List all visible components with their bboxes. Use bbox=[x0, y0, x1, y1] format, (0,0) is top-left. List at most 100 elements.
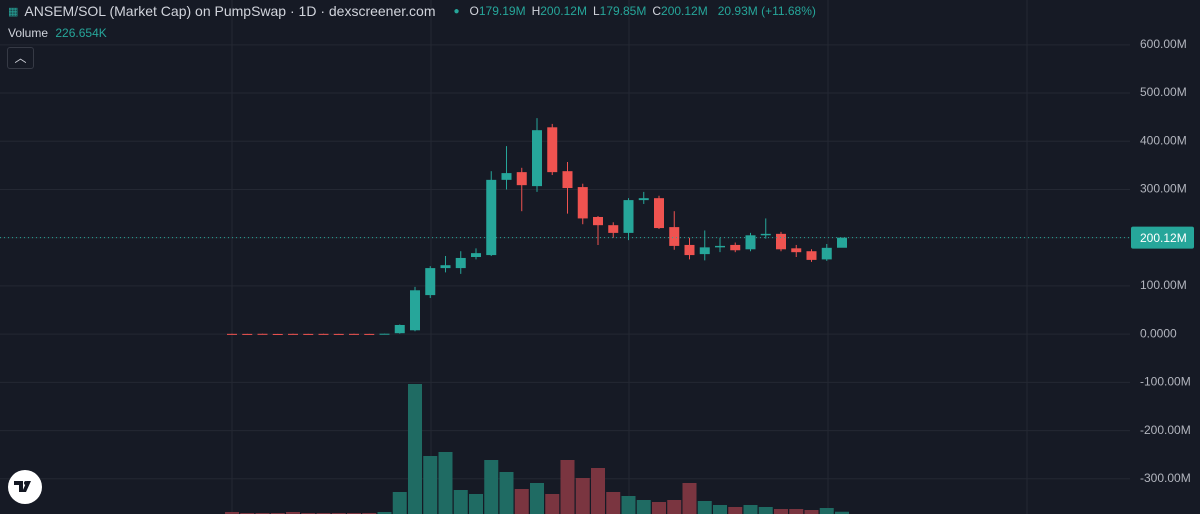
ohlc-key: O bbox=[469, 4, 479, 18]
volume-bar bbox=[392, 492, 407, 514]
volume-bar bbox=[652, 502, 666, 514]
candle-body bbox=[776, 233, 786, 250]
y-tick-label: 700.00M bbox=[1140, 0, 1187, 3]
volume-bar bbox=[606, 492, 621, 514]
volume-bar bbox=[713, 505, 727, 514]
volume-legend: Volume 226.654K bbox=[8, 26, 107, 40]
volume-bar bbox=[484, 460, 499, 514]
ohlc-value: 179.85M bbox=[599, 4, 647, 18]
candle-body bbox=[806, 251, 817, 260]
candle-body bbox=[730, 244, 741, 251]
candle-body bbox=[837, 237, 847, 248]
volume-bar bbox=[835, 511, 849, 514]
candle-body bbox=[791, 248, 802, 253]
candle-body bbox=[440, 265, 451, 269]
candle-body bbox=[669, 227, 680, 246]
volume-bar bbox=[530, 483, 544, 514]
candle-body bbox=[288, 333, 298, 335]
header: ▦ ANSEM/SOL (Market Cap) on PumpSwap · 1… bbox=[8, 3, 820, 19]
y-tick-label: -200.00M bbox=[1140, 423, 1191, 437]
candle-body bbox=[425, 268, 436, 296]
candle-body bbox=[532, 130, 542, 187]
candle-body bbox=[486, 179, 497, 256]
candle-body bbox=[303, 333, 314, 335]
candle-body bbox=[227, 333, 237, 335]
volume-value: 226.654K bbox=[55, 26, 107, 40]
candle-body bbox=[699, 247, 710, 255]
volume-bar bbox=[225, 512, 239, 514]
candle-body bbox=[745, 235, 756, 250]
candle-body bbox=[638, 198, 649, 201]
candle-body bbox=[593, 216, 603, 226]
candle-body bbox=[654, 198, 664, 229]
volume-bar bbox=[499, 472, 514, 514]
y-tick-label: -300.00M bbox=[1140, 471, 1191, 485]
grid bbox=[0, 44, 1130, 480]
candle-body bbox=[684, 244, 695, 256]
title: ANSEM/SOL (Market Cap) on PumpSwap · 1D … bbox=[24, 3, 436, 19]
candle-body bbox=[410, 290, 420, 331]
ohlc: O179.19M H200.12M L179.85M C200.12M bbox=[470, 4, 714, 18]
volume-bar bbox=[743, 505, 758, 514]
volume-bar bbox=[514, 489, 529, 514]
candle-body bbox=[318, 333, 329, 335]
candle-body bbox=[547, 127, 558, 173]
candle-body bbox=[608, 225, 619, 233]
volume-bar bbox=[377, 512, 392, 514]
volume-bar bbox=[469, 494, 483, 514]
ohlc-key: C bbox=[652, 4, 662, 18]
y-tick-label: 100.00M bbox=[1140, 278, 1187, 292]
candle-body bbox=[394, 324, 405, 334]
y-tick-label: 400.00M bbox=[1140, 133, 1187, 147]
candle-body bbox=[242, 333, 253, 335]
tv-logo bbox=[8, 470, 42, 504]
volume-bar bbox=[697, 501, 712, 514]
volume-bar bbox=[728, 507, 743, 514]
price-label: 200.12M bbox=[1140, 231, 1187, 245]
y-tick-label: 0.0000 bbox=[1140, 326, 1177, 340]
volume-bar bbox=[545, 494, 560, 514]
volume-bar bbox=[789, 509, 804, 514]
y-tick-label: -100.00M bbox=[1140, 375, 1191, 389]
candle-body bbox=[364, 333, 375, 335]
candle-body bbox=[379, 333, 390, 335]
volume-bar bbox=[560, 460, 575, 514]
volume-bar bbox=[438, 452, 453, 514]
candle-body bbox=[760, 233, 771, 236]
candle-body bbox=[821, 247, 832, 260]
volume-bar bbox=[774, 509, 788, 514]
candle-body bbox=[715, 245, 725, 248]
volume-bar bbox=[453, 490, 468, 514]
ohlc-key: H bbox=[531, 4, 541, 18]
volume-bar bbox=[636, 500, 651, 514]
price-label-box bbox=[1131, 226, 1194, 249]
candle-body bbox=[455, 257, 466, 269]
volume-bar bbox=[286, 512, 300, 514]
volume-bar bbox=[591, 468, 605, 514]
time-grid bbox=[231, 0, 1028, 514]
logo-dot bbox=[24, 481, 28, 485]
volume-bar bbox=[575, 478, 590, 514]
candle-body bbox=[272, 333, 283, 335]
volume-bar bbox=[682, 483, 697, 514]
candle-body bbox=[516, 172, 527, 186]
volume-bar bbox=[621, 496, 636, 514]
candle-body bbox=[471, 253, 481, 257]
icon: ▦ bbox=[8, 5, 19, 18]
candle-body bbox=[623, 200, 634, 233]
candle-body bbox=[349, 333, 359, 335]
ohlc-key: L bbox=[592, 4, 600, 18]
collapse-button[interactable]: ︿ bbox=[7, 47, 34, 69]
change: 20.93M (+11.68%) bbox=[717, 4, 816, 18]
y-tick-label: 500.00M bbox=[1140, 85, 1187, 99]
y-tick-label: 600.00M bbox=[1140, 37, 1187, 51]
candle-body bbox=[333, 333, 344, 335]
candle-body bbox=[562, 171, 573, 189]
ohlc-value: 200.12M bbox=[661, 4, 708, 18]
volume-bar bbox=[423, 456, 438, 514]
volume-bar bbox=[819, 508, 834, 514]
candle-body bbox=[257, 333, 268, 335]
volume-bar bbox=[804, 510, 819, 514]
